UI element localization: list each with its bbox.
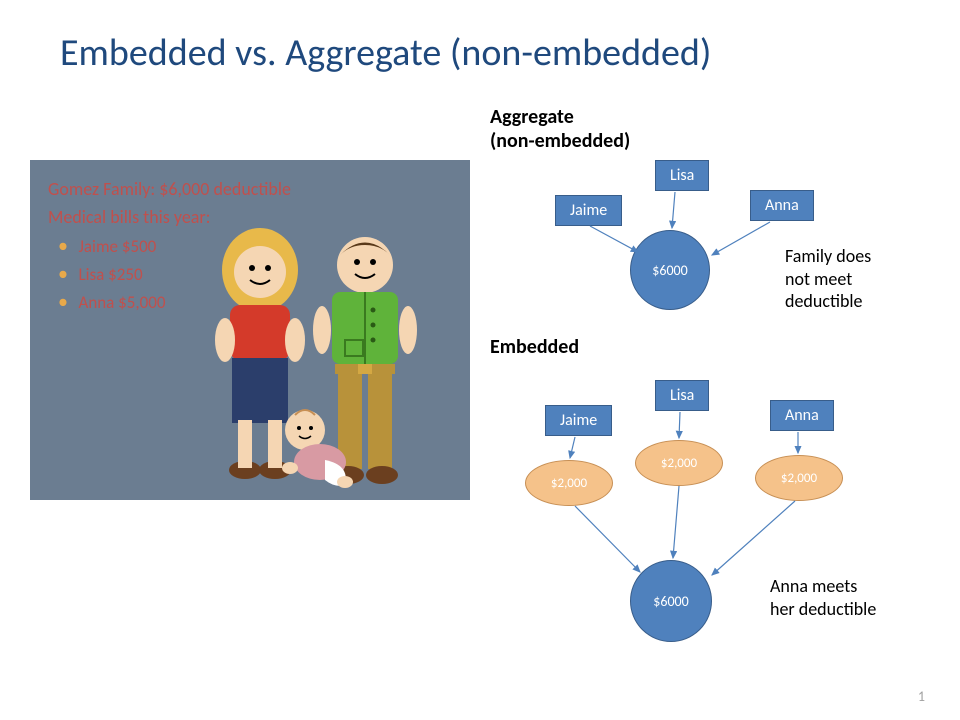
aggregate-jaime-box: Jaime (555, 195, 622, 226)
embedded-jaime-box: Jaime (545, 405, 612, 436)
aggregate-label: Aggregate (non-embedded) (490, 105, 630, 153)
aggregate-anna-box: Anna (750, 190, 814, 221)
embedded-lisa-box: Lisa (655, 380, 709, 411)
aggregate-caption: Family does not meet deductible (785, 245, 871, 313)
page-number: 1 (918, 688, 925, 705)
embedded-jaime-ellipse: $2,000 (525, 460, 613, 506)
embedded-lisa-ellipse: $2,000 (635, 440, 723, 486)
embedded-caption: Anna meets her deductible (770, 575, 876, 620)
deductible-line: Gomez Family: $6,000 deductible (48, 178, 452, 200)
embedded-pool-node: $6000 (630, 560, 712, 642)
aggregate-pool-node: $6000 (630, 230, 710, 310)
family-illustration (170, 210, 470, 510)
embedded-anna-ellipse: $2,000 (755, 455, 843, 501)
embedded-anna-box: Anna (770, 400, 834, 431)
embedded-label: Embedded (490, 335, 579, 359)
aggregate-lisa-box: Lisa (655, 160, 709, 191)
slide-title: Embedded vs. Aggregate (non-embedded) (60, 30, 711, 76)
